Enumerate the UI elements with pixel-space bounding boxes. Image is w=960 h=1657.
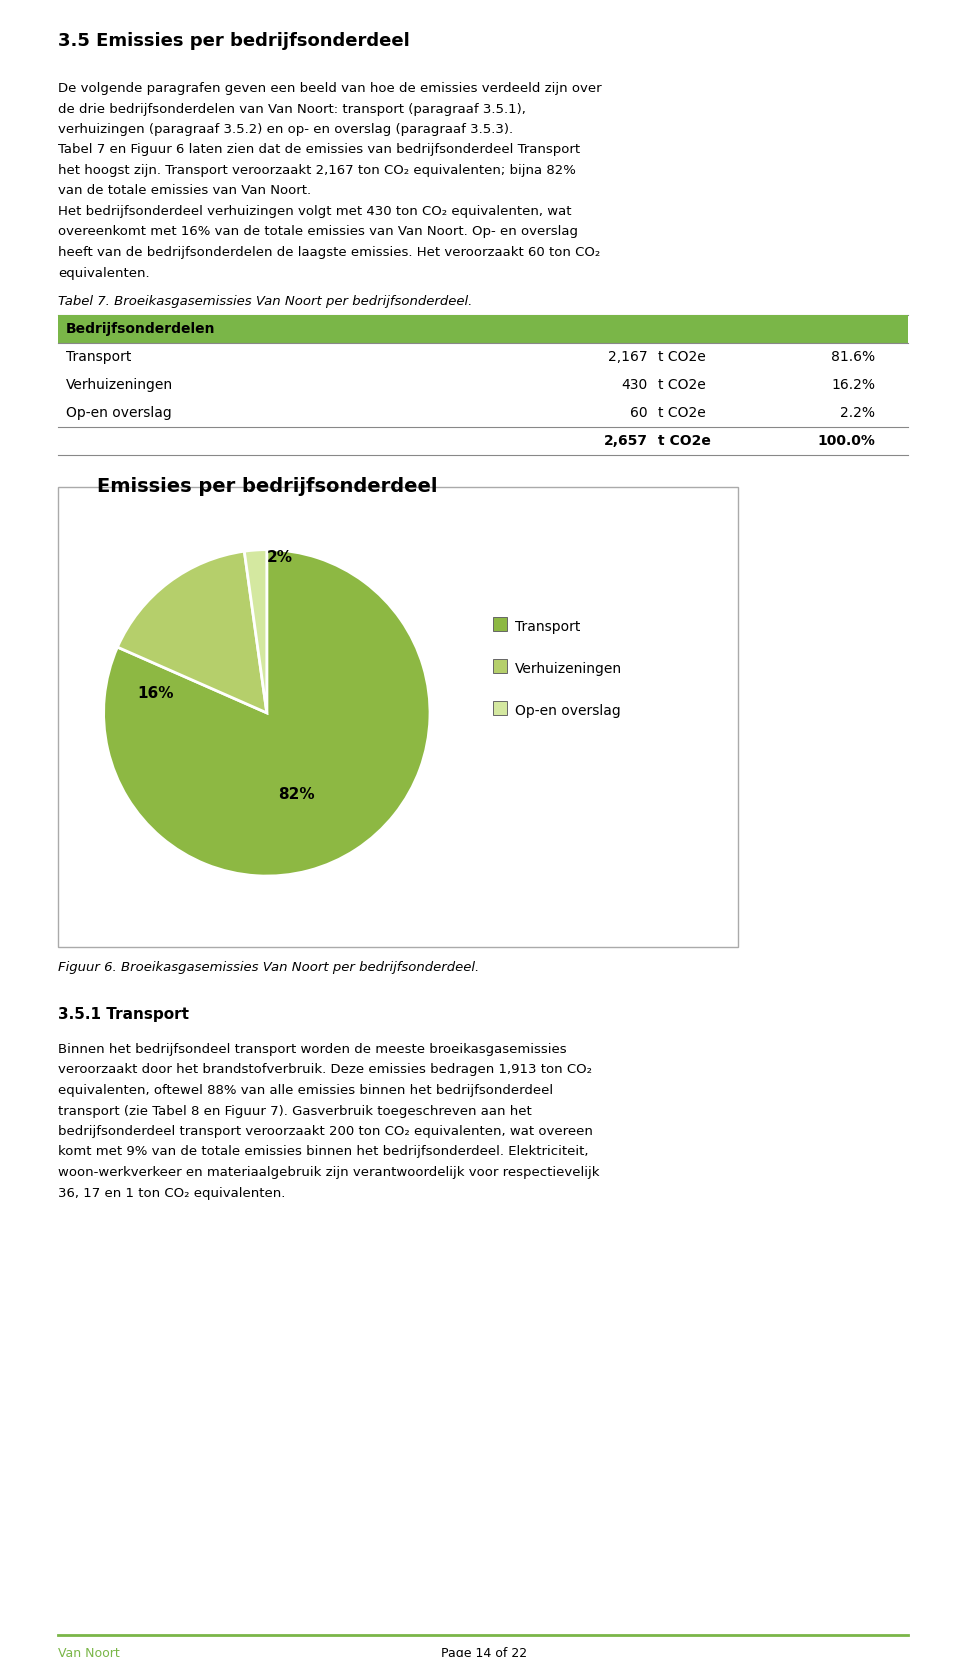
Wedge shape [244, 550, 267, 713]
Wedge shape [117, 552, 267, 713]
Text: Op-en overslag: Op-en overslag [516, 704, 621, 717]
Text: Het bedrijfsonderdeel verhuizingen volgt met 430 ton CO₂ equivalenten, wat: Het bedrijfsonderdeel verhuizingen volgt… [58, 205, 571, 219]
Text: komt met 9% van de totale emissies binnen het bedrijfsonderdeel. Elektriciteit,: komt met 9% van de totale emissies binne… [58, 1145, 588, 1158]
Text: heeft van de bedrijfsonderdelen de laagste emissies. Het veroorzaakt 60 ton CO₂: heeft van de bedrijfsonderdelen de laags… [58, 245, 600, 258]
Bar [493, 616, 507, 631]
Text: t CO2e: t CO2e [658, 406, 706, 419]
Text: Figuur 6. Broeikasgasemissies Van Noort per bedrijfsonderdeel.: Figuur 6. Broeikasgasemissies Van Noort … [58, 961, 479, 974]
Title: Emissies per bedrijfsonderdeel: Emissies per bedrijfsonderdeel [97, 477, 437, 495]
Bar [493, 701, 507, 716]
Bar [58, 487, 738, 948]
Text: Transport: Transport [516, 620, 581, 635]
Text: woon-werkverkeer en materiaalgebruik zijn verantwoordelijk voor respectievelijk: woon-werkverkeer en materiaalgebruik zij… [58, 1167, 599, 1180]
Text: transport (zie Tabel 8 en Figuur 7). Gasverbruik toegeschreven aan het: transport (zie Tabel 8 en Figuur 7). Gas… [58, 1105, 532, 1117]
Text: 3.5 Emissies per bedrijfsonderdeel: 3.5 Emissies per bedrijfsonderdeel [58, 31, 410, 50]
Text: Page 14 of 22: Page 14 of 22 [441, 1647, 527, 1657]
Text: verhuizingen (paragraaf 3.5.2) en op- en overslag (paragraaf 3.5.3).: verhuizingen (paragraaf 3.5.2) en op- en… [58, 123, 514, 136]
Text: 16.2%: 16.2% [831, 378, 875, 393]
Text: 2%: 2% [267, 550, 293, 565]
Text: 100.0%: 100.0% [817, 434, 875, 447]
Text: 60: 60 [631, 406, 648, 419]
Text: de drie bedrijfsonderdelen van Van Noort: transport (paragraaf 3.5.1),: de drie bedrijfsonderdelen van Van Noort… [58, 103, 526, 116]
Text: 3.5.1 Transport: 3.5.1 Transport [58, 1007, 189, 1022]
Text: t CO2e: t CO2e [658, 378, 706, 393]
Text: Tabel 7. Broeikasgasemissies Van Noort per bedrijfsonderdeel.: Tabel 7. Broeikasgasemissies Van Noort p… [58, 295, 472, 308]
Text: Van Noort: Van Noort [58, 1647, 120, 1657]
Text: De volgende paragrafen geven een beeld van hoe de emissies verdeeld zijn over: De volgende paragrafen geven een beeld v… [58, 81, 602, 94]
Text: t CO2e: t CO2e [658, 350, 706, 365]
Bar [58, 315, 908, 343]
Text: overeenkomt met 16% van de totale emissies van Van Noort. Op- en overslag: overeenkomt met 16% van de totale emissi… [58, 225, 578, 239]
Text: Tabel 7 en Figuur 6 laten zien dat de emissies van bedrijfsonderdeel Transport: Tabel 7 en Figuur 6 laten zien dat de em… [58, 144, 580, 156]
Text: Transport: Transport [66, 350, 132, 365]
Text: t CO2e: t CO2e [658, 434, 710, 447]
Text: van de totale emissies van Van Noort.: van de totale emissies van Van Noort. [58, 184, 311, 197]
Text: 2,167: 2,167 [609, 350, 648, 365]
Text: veroorzaakt door het brandstofverbruik. Deze emissies bedragen 1,913 ton CO₂: veroorzaakt door het brandstofverbruik. … [58, 1064, 592, 1077]
Text: 2.2%: 2.2% [840, 406, 875, 419]
Text: Bedrijfsonderdelen: Bedrijfsonderdelen [66, 321, 215, 336]
Text: 81.6%: 81.6% [830, 350, 875, 365]
Text: 36, 17 en 1 ton CO₂ equivalenten.: 36, 17 en 1 ton CO₂ equivalenten. [58, 1186, 285, 1200]
Wedge shape [104, 550, 430, 877]
Text: 2,657: 2,657 [604, 434, 648, 447]
Text: equivalenten.: equivalenten. [58, 267, 150, 280]
Text: Op-en overslag: Op-en overslag [66, 406, 172, 419]
Bar [493, 659, 507, 673]
Text: Verhuizeningen: Verhuizeningen [516, 663, 622, 676]
Text: Verhuizeningen: Verhuizeningen [66, 378, 173, 393]
Text: bedrijfsonderdeel transport veroorzaakt 200 ton CO₂ equivalenten, wat overeen: bedrijfsonderdeel transport veroorzaakt … [58, 1125, 593, 1138]
Text: het hoogst zijn. Transport veroorzaakt 2,167 ton CO₂ equivalenten; bijna 82%: het hoogst zijn. Transport veroorzaakt 2… [58, 164, 576, 177]
Text: 430: 430 [622, 378, 648, 393]
Text: 82%: 82% [277, 787, 315, 802]
Text: Binnen het bedrijfsondeel transport worden de meeste broeikasgasemissies: Binnen het bedrijfsondeel transport word… [58, 1042, 566, 1056]
Text: equivalenten, oftewel 88% van alle emissies binnen het bedrijfsonderdeel: equivalenten, oftewel 88% van alle emiss… [58, 1084, 553, 1097]
Text: 16%: 16% [137, 686, 174, 701]
